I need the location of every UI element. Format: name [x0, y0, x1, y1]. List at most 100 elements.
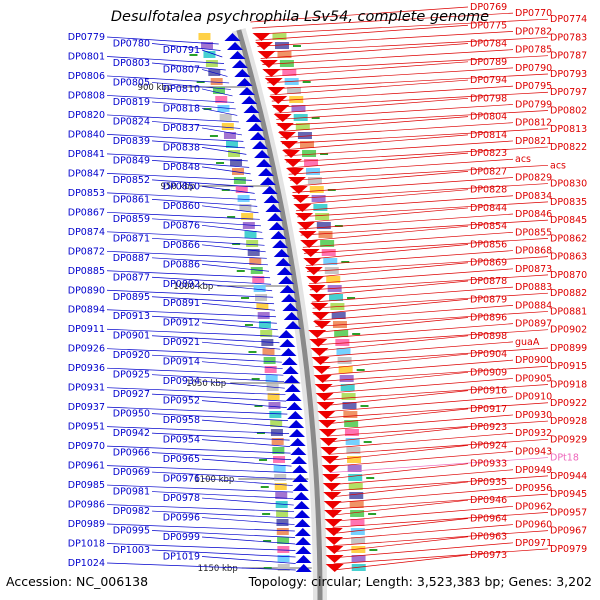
gene-arrow-left	[294, 528, 311, 536]
gene-arrow-right	[280, 141, 299, 149]
gene-leader-line	[151, 218, 262, 227]
gene-arrow-right	[316, 402, 335, 410]
gene-label: DP0896	[470, 313, 507, 324]
gene-arrow-left	[282, 303, 299, 311]
gene-label-group: DP1019	[163, 552, 296, 564]
gene-label: DP0799	[515, 99, 552, 110]
gene-label-group: DP0810	[163, 84, 233, 97]
gene-label-group: DP0933	[330, 459, 507, 480]
feature-block	[276, 510, 289, 517]
gene-label-group: DP0871	[113, 233, 265, 246]
gene-label-group: DP0910	[325, 392, 552, 413]
gene-arrow-left	[294, 519, 311, 527]
gene-arrow-right	[320, 447, 339, 455]
gene-label-group: DP0789	[265, 57, 507, 78]
gene-label-group: DP0799	[276, 99, 552, 120]
gene-label: DP0892	[163, 279, 200, 290]
feature-block	[219, 114, 232, 121]
gene-leader-line	[106, 523, 295, 532]
gene-label: DP0886	[163, 259, 200, 270]
gene-label: DP0951	[68, 422, 105, 433]
feature-block	[203, 51, 216, 58]
feature-block	[223, 132, 236, 139]
gene-leader-line	[279, 116, 469, 132]
gene-label-group: DP0784	[260, 39, 507, 59]
gene-label-group: DP0837	[163, 123, 242, 136]
gene-label: DP0976	[163, 474, 200, 485]
gene-leader-line	[317, 329, 549, 346]
gene-label-group: DP0859	[113, 214, 262, 227]
gene-label: DP1019	[163, 552, 200, 563]
gene-leader-line	[151, 43, 221, 51]
gene-label-group: DP0945	[331, 489, 587, 510]
gene-label-group: DP0946	[332, 495, 507, 516]
gene-leader-line	[333, 536, 469, 553]
gene-arrow-right	[293, 204, 312, 212]
gene-label: DP0808	[68, 90, 105, 101]
feature-block	[263, 357, 276, 364]
gene-arrow-left	[261, 186, 278, 194]
feature-marker	[196, 81, 205, 83]
gene-label-group: DP0838	[163, 142, 247, 155]
gene-label: DP0874	[68, 227, 105, 238]
gene-label-group: DP0877	[113, 272, 272, 285]
gene-arrow-right	[264, 78, 283, 86]
gene-label: DP0803	[113, 58, 150, 69]
gene-arrow-left	[284, 321, 301, 329]
gene-label-group: DP0979	[333, 544, 587, 565]
gene-leader-line	[106, 348, 282, 357]
feature-block	[351, 537, 366, 544]
gene-label: DP0884	[515, 300, 552, 311]
gene-leader-line	[106, 36, 219, 45]
gene-leader-line	[297, 201, 549, 218]
feature-marker	[241, 297, 250, 299]
gene-label-group: DP0840	[68, 129, 244, 142]
feature-block	[274, 42, 289, 49]
feature-block	[249, 258, 262, 265]
gene-label: DP0909	[470, 367, 507, 378]
gene-label: DP0870	[550, 270, 587, 281]
gene-leader-line	[277, 110, 549, 126]
gene-leader-line	[322, 365, 549, 382]
feature-block	[350, 528, 365, 535]
gene-label-group: DP0989	[68, 519, 295, 532]
feature-marker	[366, 477, 375, 479]
gene-leader-line	[201, 205, 259, 214]
gene-leader-line	[326, 408, 469, 425]
gene-label-group: DP0819	[113, 97, 236, 110]
gene-label: DP0868	[515, 246, 552, 257]
gene-leader-line	[151, 237, 265, 246]
gene-label: DP0854	[470, 221, 507, 232]
gene-label: DP0782	[515, 26, 552, 37]
feature-block	[331, 312, 346, 319]
gene-label-group: DP0942	[113, 428, 290, 441]
gene-label: DP0937	[68, 402, 105, 413]
accession-text: Accession: NC_006138	[6, 574, 149, 589]
gene-leader-line	[201, 380, 285, 389]
feature-block	[270, 420, 283, 427]
gene-label-group: DP0936	[68, 363, 284, 376]
gene-label: DP0840	[68, 129, 105, 140]
feature-marker	[302, 81, 311, 83]
gene-label: DP0949	[515, 465, 552, 476]
feature-block	[350, 510, 365, 517]
gene-label: DP0904	[470, 349, 507, 360]
gene-leader-line	[106, 543, 296, 551]
gene-leader-line	[201, 49, 223, 58]
gene-leader-line	[151, 179, 254, 188]
feature-block	[221, 123, 234, 130]
gene-leader-line	[106, 231, 264, 240]
gene-arrow-left	[288, 420, 305, 428]
feature-block	[286, 87, 301, 94]
gene-label-group: DP0862	[303, 233, 587, 254]
gene-label: DP0900	[515, 355, 552, 366]
gene-label: DP0898	[470, 331, 507, 342]
gene-arrow-left	[252, 141, 269, 149]
feature-block	[277, 537, 290, 544]
gene-label: DP0963	[470, 532, 507, 543]
feature-block	[257, 312, 270, 319]
gene-leader-line	[307, 256, 549, 272]
gene-label: DP0770	[515, 8, 552, 19]
gene-label: DP0899	[550, 343, 587, 354]
feature-block	[318, 231, 333, 238]
